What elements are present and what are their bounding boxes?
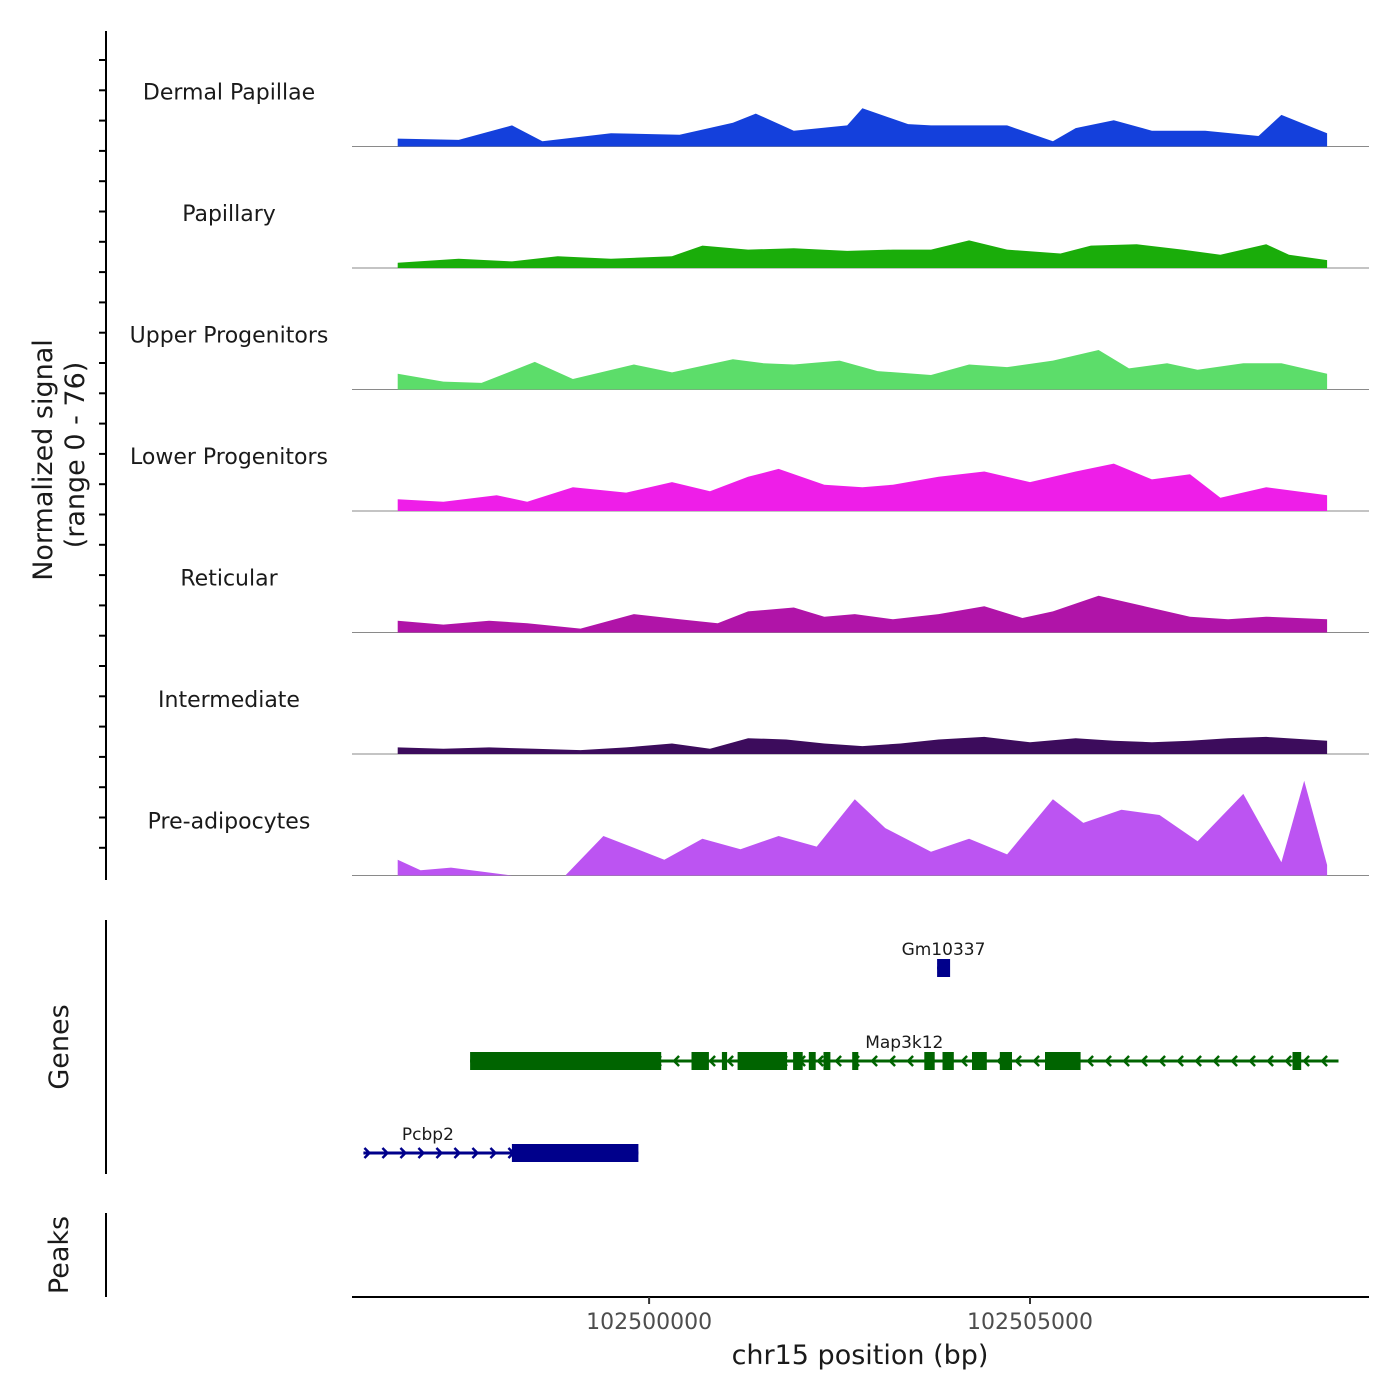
strand-arrow <box>399 1147 408 1159</box>
gene-label: Map3k12 <box>865 1033 943 1053</box>
exon <box>737 1052 788 1070</box>
signal-area <box>397 108 1328 147</box>
strand-arrow <box>1104 1055 1112 1067</box>
exon <box>511 1144 639 1162</box>
strand-arrow <box>1086 1055 1094 1067</box>
strand-arrow <box>708 1055 716 1067</box>
x-axis-title: chr15 position (bp) <box>732 1340 989 1371</box>
signal-area <box>397 595 1328 633</box>
strand-arrow <box>1248 1055 1256 1067</box>
exon <box>1292 1052 1302 1070</box>
gene-pcbp2: Pcbp2 <box>363 1125 639 1162</box>
track-label: Lower Progenitors <box>130 445 328 470</box>
strand-arrow <box>1122 1055 1130 1067</box>
strand-arrow <box>363 1147 372 1159</box>
signal-area <box>397 780 1328 876</box>
exon <box>721 1052 728 1070</box>
exon <box>691 1052 709 1070</box>
exon <box>924 1052 935 1070</box>
genes-axis-title: Genes <box>44 1004 75 1089</box>
exon <box>852 1052 859 1070</box>
strand-arrow <box>453 1147 462 1159</box>
track-dermal-papillae: Dermal Papillae <box>143 81 1369 147</box>
strand-arrow <box>1158 1055 1166 1067</box>
strand-arrow <box>960 1055 968 1067</box>
exon <box>937 959 951 977</box>
signal-area <box>397 350 1328 390</box>
signal-axis-ticks <box>99 59 106 849</box>
track-label: Upper Progenitors <box>130 324 329 349</box>
strand-arrow <box>906 1055 914 1067</box>
x-tick-label: 102505000 <box>967 1310 1093 1335</box>
signal-axis-title: Normalized signal <box>28 339 59 581</box>
exon <box>1045 1052 1081 1070</box>
signal-area <box>397 463 1328 511</box>
track-label: Intermediate <box>158 688 300 713</box>
signal-area <box>397 736 1328 754</box>
gene-gm10337: Gm10337 <box>902 940 986 977</box>
track-label: Pre-adipocytes <box>148 810 311 835</box>
strand-arrow <box>672 1055 680 1067</box>
strand-arrow <box>816 1055 824 1067</box>
exon <box>808 1052 816 1070</box>
strand-arrow <box>471 1147 480 1159</box>
strand-arrow <box>1014 1055 1022 1067</box>
exon <box>470 1052 662 1070</box>
track-intermediate: Intermediate <box>158 688 1369 755</box>
strand-arrow <box>870 1055 878 1067</box>
strand-arrow <box>417 1147 426 1159</box>
gene-map3k12: Map3k12 <box>470 1033 1339 1070</box>
x-axis-ticks: 102500000 102505000 <box>586 1297 1093 1335</box>
strand-arrow <box>435 1147 444 1159</box>
track-upper-progenitors: Upper Progenitors <box>130 324 1369 390</box>
strand-arrow <box>1320 1055 1328 1067</box>
strand-arrow <box>1032 1055 1040 1067</box>
strand-arrow <box>489 1147 498 1159</box>
strand-arrow <box>381 1147 390 1159</box>
strand-arrow <box>834 1055 842 1067</box>
gene-label: Gm10337 <box>902 940 986 960</box>
strand-arrow <box>1176 1055 1184 1067</box>
strand-arrow <box>726 1055 734 1067</box>
peaks-axis-title: Peaks <box>44 1216 75 1294</box>
track-pre-adipocytes: Pre-adipocytes <box>148 780 1369 876</box>
exon <box>823 1052 831 1070</box>
signal-tracks: Dermal Papillae Papillary Upper Progenitor… <box>130 81 1369 876</box>
exon <box>942 1052 954 1070</box>
track-lower-progenitors: Lower Progenitors <box>130 445 1369 512</box>
track-papillary: Papillary <box>182 202 1369 269</box>
exon <box>999 1052 1012 1070</box>
strand-arrow <box>1212 1055 1220 1067</box>
strand-arrow <box>1140 1055 1148 1067</box>
strand-arrow <box>1230 1055 1238 1067</box>
strand-arrow <box>1284 1055 1292 1067</box>
strand-arrow <box>1194 1055 1202 1067</box>
strand-arrow <box>888 1055 896 1067</box>
track-label: Papillary <box>182 202 276 227</box>
signal-area <box>397 240 1328 268</box>
gene-label: Pcbp2 <box>402 1125 454 1145</box>
track-label: Dermal Papillae <box>143 81 315 106</box>
strand-arrow <box>1266 1055 1274 1067</box>
exon <box>972 1052 987 1070</box>
signal-axis-subtitle: (range 0 - 76) <box>60 362 91 549</box>
track-reticular: Reticular <box>180 567 1369 633</box>
exon <box>793 1052 803 1070</box>
gene-track: Gm10337 Map3k12 Pcbp2 <box>363 940 1339 1162</box>
x-tick-label: 102500000 <box>586 1310 712 1335</box>
track-label: Reticular <box>180 567 278 592</box>
strand-arrow <box>1302 1055 1310 1067</box>
